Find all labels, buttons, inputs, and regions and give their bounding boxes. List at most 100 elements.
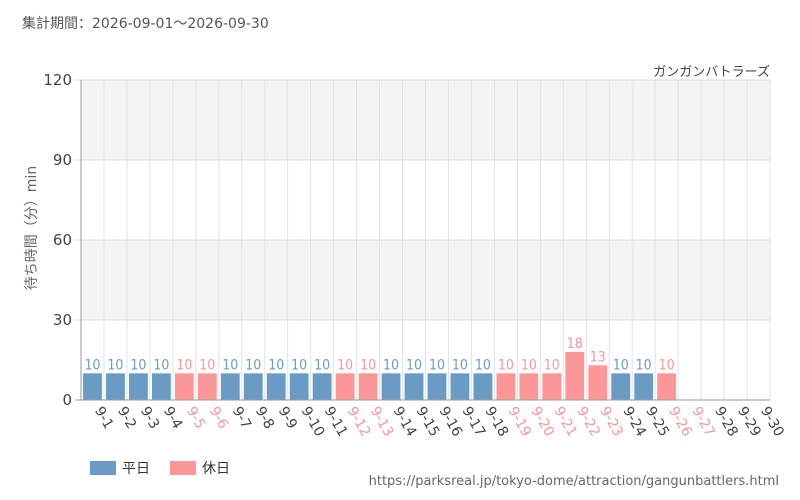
bar	[404, 373, 424, 400]
source-url: https://parksreal.jp/tokyo-dome/attracti…	[368, 474, 779, 489]
data-label: 10	[659, 357, 675, 373]
holiday-swatch	[170, 461, 196, 475]
x-tick-label: 9-21	[550, 404, 580, 440]
y-tick-label: 90	[53, 151, 72, 169]
data-label: 10	[199, 357, 215, 373]
bar	[335, 373, 355, 400]
legend: 平日 休日	[90, 458, 230, 478]
bar	[657, 373, 677, 400]
x-tick-label: 9-15	[413, 404, 443, 440]
bar	[542, 373, 562, 400]
data-label: 10	[130, 357, 146, 373]
data-label: 10	[521, 357, 537, 373]
data-label: 10	[268, 357, 284, 373]
legend-holiday[interactable]: 休日	[170, 458, 230, 478]
x-tick-label: 9-9	[275, 404, 300, 432]
data-label: 10	[636, 357, 652, 373]
x-tick-label: 9-13	[367, 404, 397, 440]
x-tick-label: 9-4	[160, 404, 185, 432]
y-tick-label: 30	[53, 311, 72, 329]
bar	[266, 373, 286, 400]
x-tick-label: 9-12	[344, 404, 374, 440]
bar	[129, 373, 148, 400]
bar	[381, 373, 401, 400]
x-tick-label: 9-14	[390, 404, 420, 440]
data-label: 10	[84, 357, 100, 373]
data-label: 10	[176, 357, 192, 373]
data-label: 10	[314, 357, 330, 373]
bar	[634, 373, 654, 400]
legend-weekday[interactable]: 平日	[90, 458, 150, 478]
x-tick-label: 9-7	[229, 404, 254, 432]
x-tick-label: 9-24	[619, 404, 649, 440]
bar	[106, 373, 125, 400]
y-tick-label: 0	[62, 391, 72, 409]
bar	[312, 373, 332, 400]
y-tick-labels: 0 30 60 90 120	[43, 71, 72, 409]
bar	[151, 373, 171, 400]
x-tick-label: 9-28	[711, 404, 741, 440]
data-label: 13	[590, 349, 606, 365]
bar	[450, 373, 470, 400]
attraction-name: ガンガンバトラーズ	[653, 65, 770, 80]
bar	[174, 373, 194, 400]
data-label: 10	[498, 357, 514, 373]
x-tick-label: 9-25	[642, 404, 672, 440]
data-label: 10	[245, 357, 261, 373]
x-tick-label: 9-11	[321, 404, 351, 440]
data-label: 10	[429, 357, 445, 373]
x-tick-label: 9-22	[573, 404, 603, 440]
data-label: 10	[406, 357, 422, 373]
data-label: 10	[613, 357, 629, 373]
x-tick-label: 9-1	[91, 404, 116, 432]
data-label: 10	[107, 357, 123, 373]
data-label: 10	[544, 357, 560, 373]
data-label: 10	[291, 357, 307, 373]
bar	[588, 365, 608, 400]
data-labels: 10 10 10 10 10 10 10 10 10 10 10 10 10 10 10 10 10 10 10 10…	[84, 336, 674, 373]
bar	[519, 373, 539, 400]
y-tick-label: 60	[53, 231, 72, 249]
bars	[83, 352, 677, 400]
x-tick-label: 9-23	[596, 404, 626, 440]
x-tick-label: 9-19	[504, 404, 534, 440]
legend-weekday-label: 平日	[122, 461, 150, 477]
data-label: 10	[153, 357, 169, 373]
bar	[220, 373, 240, 400]
x-tick-label: 9-2	[114, 404, 139, 432]
bar	[197, 373, 217, 400]
data-label: 10	[337, 357, 353, 373]
bar	[611, 373, 631, 400]
weekday-swatch	[90, 461, 116, 475]
x-tick-label: 9-29	[734, 404, 764, 440]
x-tick-label: 9-5	[183, 404, 208, 432]
x-tick-label: 9-16	[436, 404, 466, 440]
bar	[496, 373, 516, 400]
bar	[358, 373, 378, 400]
x-tick-label: 9-27	[688, 404, 718, 440]
bar	[83, 373, 102, 400]
x-tick-label: 9-18	[481, 404, 511, 440]
x-tick-label: 9-30	[757, 404, 787, 440]
data-label: 10	[452, 357, 468, 373]
data-label: 10	[222, 357, 238, 373]
x-tick-labels: 9-19-29-39-49-59-69-79-89-99-109-119-129…	[91, 404, 787, 440]
x-tick-label: 9-10	[298, 404, 328, 440]
axes	[80, 80, 770, 401]
data-label: 18	[567, 336, 583, 352]
bar	[243, 373, 263, 400]
bar	[427, 373, 447, 400]
data-label: 10	[475, 357, 491, 373]
bar	[473, 373, 493, 400]
x-tick-label: 9-26	[665, 404, 695, 440]
y-tick-label: 120	[43, 71, 72, 89]
bar	[565, 352, 585, 400]
period-label: 集計期間：2026-09-01～2026-09-30	[22, 16, 269, 32]
legend-holiday-label: 休日	[202, 461, 230, 477]
x-tick-label: 9-8	[252, 404, 277, 432]
x-tick-label: 9-20	[527, 404, 557, 440]
data-label: 10	[383, 357, 399, 373]
bar	[289, 373, 309, 400]
x-tick-label: 9-3	[137, 404, 162, 432]
